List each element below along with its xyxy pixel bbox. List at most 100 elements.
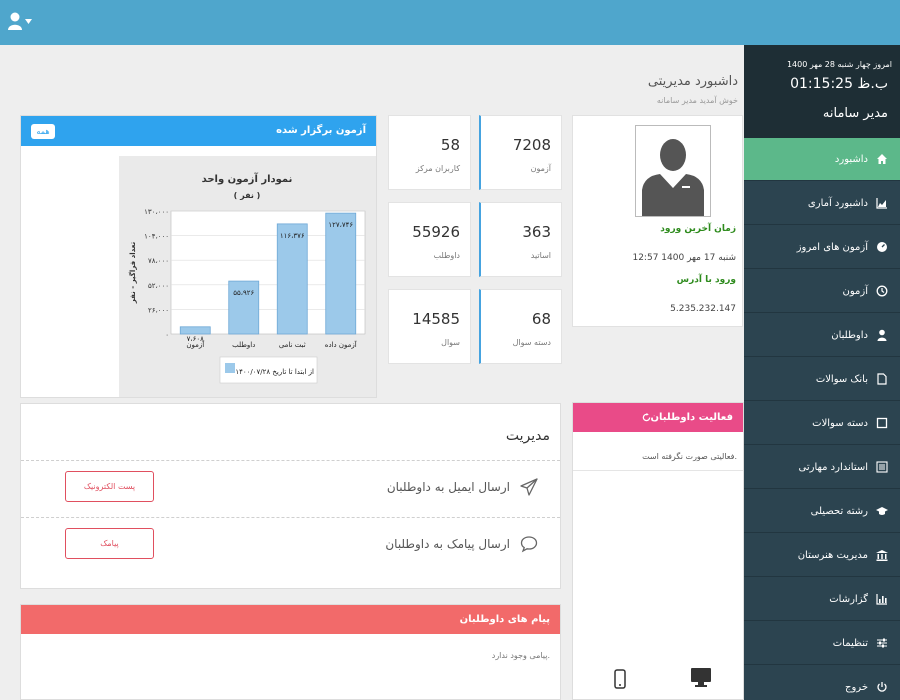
stat-value: 68 xyxy=(531,310,551,328)
sms-row-label: ارسال پیامک به داوطلبان xyxy=(385,537,510,551)
bar xyxy=(276,223,308,335)
last-login-label: زمان آخرین ورود xyxy=(660,224,736,234)
show-all-button[interactable]: همه xyxy=(31,124,55,139)
sidebar-item-5[interactable]: بانک سوالات xyxy=(744,358,900,401)
sidebar-item-label: دسته سوالات xyxy=(812,417,868,429)
sms-button[interactable]: پیامک xyxy=(65,528,154,559)
stat-value: 58 xyxy=(440,136,460,154)
sidebar: امروز چهار شنبه 28 مهر 1400 01:15:25 ب.ظ… xyxy=(744,45,900,700)
sliders-icon xyxy=(877,638,887,648)
stat-value: 14585 xyxy=(412,310,460,328)
sidebar-item-12[interactable]: خروج xyxy=(744,666,900,700)
chart-subtitle: ( نفر ) xyxy=(234,191,261,200)
bar-value-label: ۱۲۷،۷۴۶ xyxy=(328,221,353,229)
y-tick-label: ۵۲،۰۰۰ xyxy=(148,282,169,290)
bar xyxy=(325,212,357,335)
sidebar-item-7[interactable]: استاندارد مهارتی xyxy=(744,446,900,489)
user-icon xyxy=(877,329,887,341)
sidebar-item-label: خروج xyxy=(845,681,868,693)
sidebar-item-9[interactable]: مدیریت هنرستان xyxy=(744,534,900,577)
clock-icon xyxy=(876,285,888,297)
current-date: امروز چهار شنبه 28 مهر 1400 xyxy=(786,60,892,69)
ip-label: ورود با آدرس xyxy=(676,275,736,285)
current-time: 01:15:25 ب.ظ xyxy=(790,76,888,92)
stat-label: دسته سوال xyxy=(512,338,551,347)
sidebar-item-1[interactable]: داشبورد آماری xyxy=(744,182,900,225)
stat-label: آزمون xyxy=(530,164,551,173)
exams-panel-title: آزمون برگزار شده xyxy=(276,125,366,136)
stat-teachers: 363 اساتید xyxy=(479,202,562,277)
y-tick-label: ۱۳۰،۰۰۰ xyxy=(144,208,169,216)
sidebar-item-6[interactable]: دسته سوالات xyxy=(744,402,900,445)
bar-value-label: ۷،۶۰۸ xyxy=(187,335,205,343)
bar-value-label: ۵۵،۹۲۶ xyxy=(233,289,254,297)
bar xyxy=(228,280,260,335)
chart-title: نمودار آزمون واحد xyxy=(202,172,293,185)
sidebar-item-label: بانک سوالات xyxy=(815,373,868,385)
stat-value: 7208 xyxy=(512,136,551,154)
sidebar-item-8[interactable]: رشته تحصیلی xyxy=(744,490,900,533)
management-panel: مدیریت ارسال ایمیل به داوطلبان پست الکتر… xyxy=(20,403,561,589)
sidebar-item-label: آزمون های امروز xyxy=(796,241,868,253)
stat-questions: 14585 سوال xyxy=(388,289,471,364)
sidebar-item-label: مدیریت هنرستان xyxy=(797,549,868,561)
email-row-label: ارسال ایمیل به داوطلبان xyxy=(386,480,510,494)
stat-question-categories: 68 دسته سوال xyxy=(479,289,562,364)
home-icon xyxy=(877,154,887,164)
user-menu[interactable] xyxy=(8,12,32,30)
management-title: مدیریت xyxy=(505,428,550,444)
bar-value-label: ۱۱۶،۳۷۶ xyxy=(280,232,305,240)
exams-panel: آزمون برگزار شده همه نمودار آزمون واحد ( … xyxy=(20,115,377,398)
bar-chart-icon xyxy=(876,594,887,605)
page-title: داشبورد مدیریتی xyxy=(647,74,738,89)
y-axis-label: تعداد فراگیر - نفر xyxy=(128,241,137,304)
candidate-activity-panel: فعالیت داوطلبان فعالیتی صورت نگرفته است. xyxy=(572,402,744,700)
caret-down-icon xyxy=(25,18,32,24)
ip-value: 5.235.232.147 xyxy=(670,304,736,314)
list-icon xyxy=(876,461,888,473)
candidate-messages-panel: پیام های داوطلبان پیامی وجود ندارد. xyxy=(20,604,561,700)
sidebar-item-4[interactable]: داوطلبان xyxy=(744,314,900,357)
x-tick-label: داوطلب xyxy=(232,341,255,349)
email-row: ارسال ایمیل به داوطلبان پست الکترونیک xyxy=(21,460,560,517)
sidebar-item-label: داشبورد xyxy=(834,153,868,165)
messages-title: پیام های داوطلبان xyxy=(459,614,550,625)
sidebar-item-0[interactable]: داشبورد xyxy=(744,138,900,181)
stat-candidates: 55926 داوطلب xyxy=(388,202,471,277)
bar-chart: نمودار آزمون واحد ( نفر ) ۰ ۲۶،۰۰۰ ۵۲،۰۰۰ ۷۸،… xyxy=(128,172,366,384)
admin-name: مدیر سامانه xyxy=(822,106,888,121)
sidebar-item-10[interactable]: گزارشات xyxy=(744,578,900,621)
stat-label: کاربران مرکز xyxy=(415,164,460,173)
activity-title-text: فعالیت داوطلبان xyxy=(650,412,734,423)
legend-label: از ابتدا تا تاریخ ۱۴۰۰/۰۷/۲۸ xyxy=(235,368,314,376)
sidebar-item-label: داشبورد آماری xyxy=(807,197,868,209)
email-button[interactable]: پست الکترونیک xyxy=(65,471,154,502)
sidebar-item-label: داوطلبان xyxy=(831,329,868,341)
sidebar-item-label: استاندارد مهارتی xyxy=(798,461,868,473)
messages-empty-text: پیامی وجود ندارد. xyxy=(491,651,550,660)
sidebar-item-11[interactable]: تنظیمات xyxy=(744,622,900,665)
stat-label: داوطلب xyxy=(433,251,460,260)
sidebar-header: امروز چهار شنبه 28 مهر 1400 01:15:25 ب.ظ… xyxy=(744,45,900,138)
graduation-cap-icon xyxy=(876,507,888,515)
x-tick-label: آزمون xyxy=(186,340,205,349)
dashboard-icon xyxy=(877,242,887,252)
stat-center-users: 58 کاربران مرکز xyxy=(388,115,471,190)
area-chart-icon xyxy=(876,198,887,209)
sidebar-item-label: رشته تحصیلی xyxy=(810,505,868,517)
desktop-icon xyxy=(691,668,711,687)
stat-label: اساتید xyxy=(530,251,551,260)
divider xyxy=(573,470,743,471)
avatar xyxy=(635,125,711,217)
x-tick-label: آزمون داده xyxy=(325,340,358,349)
activity-title: فعالیت داوطلبان xyxy=(642,412,734,423)
sidebar-item-2[interactable]: آزمون های امروز xyxy=(744,226,900,269)
sidebar-item-3[interactable]: آزمون xyxy=(744,270,900,313)
stat-value: 363 xyxy=(522,223,551,241)
legend-swatch xyxy=(225,363,235,373)
refresh-icon xyxy=(642,412,650,421)
y-tick-label: ۷۸،۰۰۰ xyxy=(148,257,169,265)
sidebar-item-label: تنظیمات xyxy=(832,637,868,649)
activity-empty-text: فعالیتی صورت نگرفته است. xyxy=(642,452,737,461)
comment-icon xyxy=(520,536,538,553)
